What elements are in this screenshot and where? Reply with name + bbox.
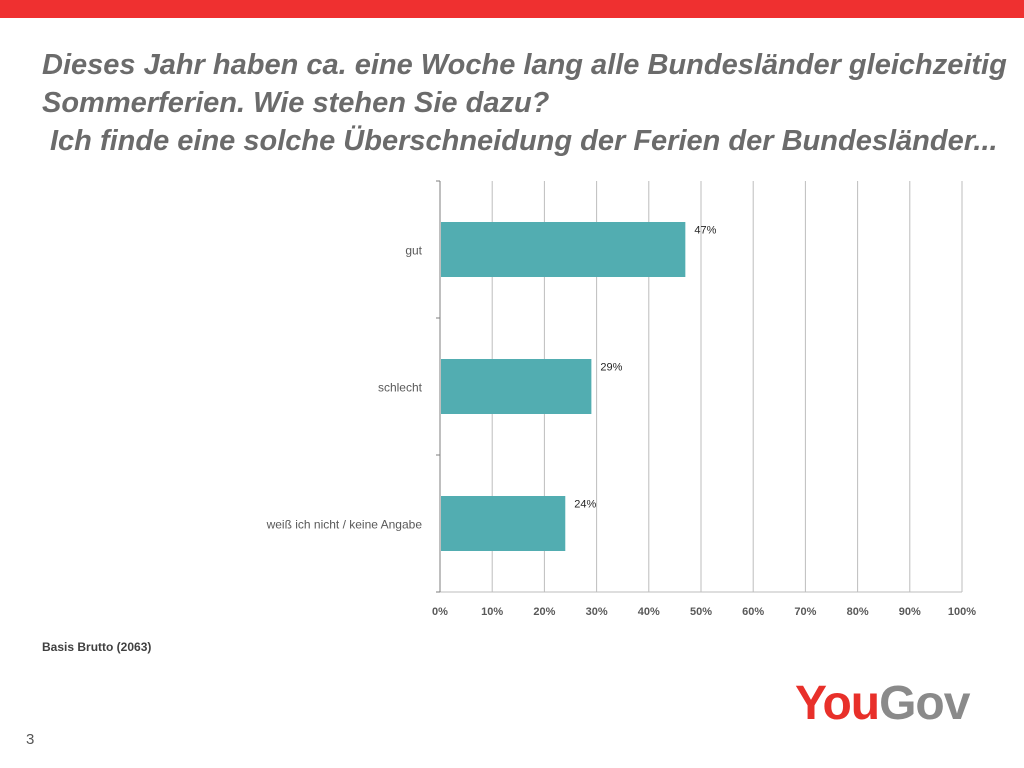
data-label: 29% bbox=[600, 362, 622, 374]
title-line-1: Dieses Jahr haben ca. eine Woche lang al… bbox=[42, 49, 1007, 81]
bar-chart: 0% 10% 20% 30% 40% 50% 60% 70% 80% 90% 100% gut 47% s… bbox=[266, 180, 976, 618]
title-line-2: Sommerferien. Wie stehen Sie dazu? bbox=[42, 87, 550, 119]
top-accent-bar bbox=[0, 0, 1024, 18]
category-label: gut bbox=[405, 244, 422, 258]
data-label: 47% bbox=[694, 225, 716, 237]
page-number: 3 bbox=[26, 731, 35, 748]
category-label: schlecht bbox=[378, 381, 423, 395]
x-tick-label: 100% bbox=[948, 606, 976, 618]
category-label: weiß ich nicht / keine Angabe bbox=[266, 518, 423, 532]
slide-title: Dieses Jahr haben ca. eine Woche lang al… bbox=[42, 46, 1007, 160]
data-label: 24% bbox=[574, 499, 596, 511]
x-tick-label: 60% bbox=[742, 606, 764, 618]
bar-0 bbox=[441, 222, 686, 277]
x-tick-label: 80% bbox=[847, 606, 869, 618]
x-tick-label: 40% bbox=[638, 606, 660, 618]
x-tick-label: 70% bbox=[794, 606, 816, 618]
x-tick-label: 50% bbox=[690, 606, 712, 618]
x-tick-label: 0% bbox=[432, 606, 448, 618]
basis-note: Basis Brutto (2063) bbox=[42, 640, 152, 654]
yougov-logo: YouGov bbox=[795, 676, 970, 732]
title-line-3: Ich finde eine solche Überschneidung der… bbox=[50, 125, 998, 157]
logo-gov: Gov bbox=[879, 677, 970, 730]
logo-you: You bbox=[795, 677, 880, 730]
x-tick-label: 10% bbox=[481, 606, 503, 618]
x-tick-label: 30% bbox=[586, 606, 608, 618]
x-tick-label: 20% bbox=[533, 606, 555, 618]
bar-2 bbox=[441, 496, 566, 551]
bar-1 bbox=[441, 359, 592, 414]
x-tick-label: 90% bbox=[899, 606, 921, 618]
